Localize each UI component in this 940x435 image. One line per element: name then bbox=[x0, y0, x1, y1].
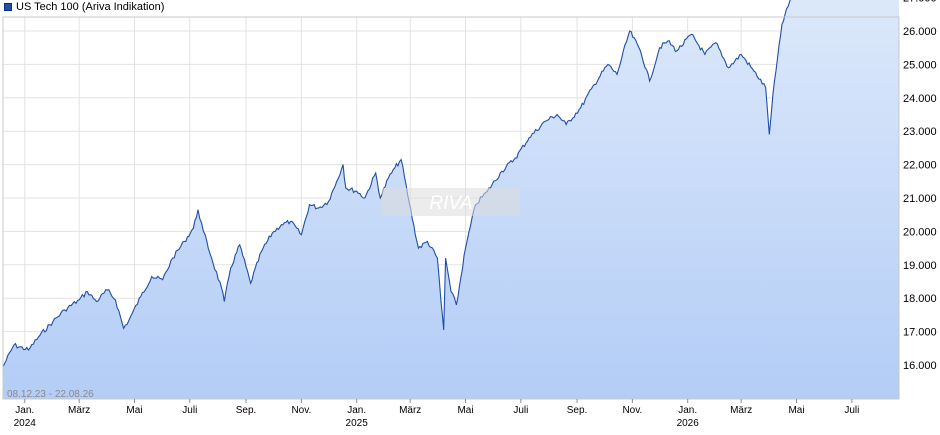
y-tick-label: 27.000 bbox=[903, 0, 937, 5]
x-tick-year: 2024 bbox=[14, 418, 37, 429]
x-tick-label: Jan. bbox=[678, 405, 697, 416]
x-tick-label: März bbox=[730, 405, 752, 416]
series-line bbox=[2, 0, 791, 367]
x-tick-label: Mai bbox=[788, 405, 804, 416]
y-tick-label: 17.000 bbox=[903, 327, 937, 339]
legend: US Tech 100 (Ariva Indikation) bbox=[4, 0, 164, 14]
y-tick-label: 24.000 bbox=[903, 93, 937, 105]
x-tick-label: Juli bbox=[513, 405, 528, 416]
ariva-watermark: RIVA bbox=[382, 188, 520, 216]
x-tick-label: Nov. bbox=[291, 405, 311, 416]
date-range-label: 08.12.23 - 22.08.26 bbox=[7, 389, 94, 400]
y-tick-label: 20.000 bbox=[903, 226, 937, 238]
x-tick-label: Juli bbox=[844, 405, 859, 416]
x-tick-label: Sep. bbox=[567, 405, 588, 416]
y-tick-label: 23.000 bbox=[903, 126, 937, 138]
x-tick-year: 2025 bbox=[346, 418, 369, 429]
y-tick-label: 21.000 bbox=[903, 193, 937, 205]
area-fill bbox=[3, 0, 899, 399]
x-tick-label: Nov. bbox=[622, 405, 642, 416]
y-tick-label: 16.000 bbox=[903, 360, 937, 372]
y-tick-label: 25.000 bbox=[903, 59, 937, 71]
x-tick-label: Mai bbox=[126, 405, 142, 416]
y-tick-label: 18.000 bbox=[903, 293, 937, 305]
x-tick-label: Jan. bbox=[15, 405, 34, 416]
x-tick-label: März bbox=[399, 405, 421, 416]
x-tick-label: Jan. bbox=[347, 405, 366, 416]
x-tick-label: Juli bbox=[182, 405, 197, 416]
plot-frame bbox=[2, 16, 900, 400]
watermark-text: RIVA bbox=[429, 193, 472, 214]
legend-label: US Tech 100 (Ariva Indikation) bbox=[16, 1, 165, 13]
y-tick-label: 26.000 bbox=[903, 26, 937, 38]
y-tick-label: 19.000 bbox=[903, 260, 937, 272]
x-tick-label: März bbox=[68, 405, 90, 416]
y-axis: 16.000 17.000 18.000 19.000 20.000 21.000 22.0… bbox=[903, 0, 937, 372]
legend-swatch bbox=[4, 3, 12, 11]
y-tick-label: 22.000 bbox=[903, 160, 937, 172]
x-tick-year: 2026 bbox=[677, 418, 700, 429]
x-axis: Jan. 2024 März Mai Juli Sep. Nov. Jan. 2025 März M… bbox=[14, 399, 859, 429]
x-tick-label: Sep. bbox=[236, 405, 257, 416]
x-tick-label: Mai bbox=[457, 405, 473, 416]
